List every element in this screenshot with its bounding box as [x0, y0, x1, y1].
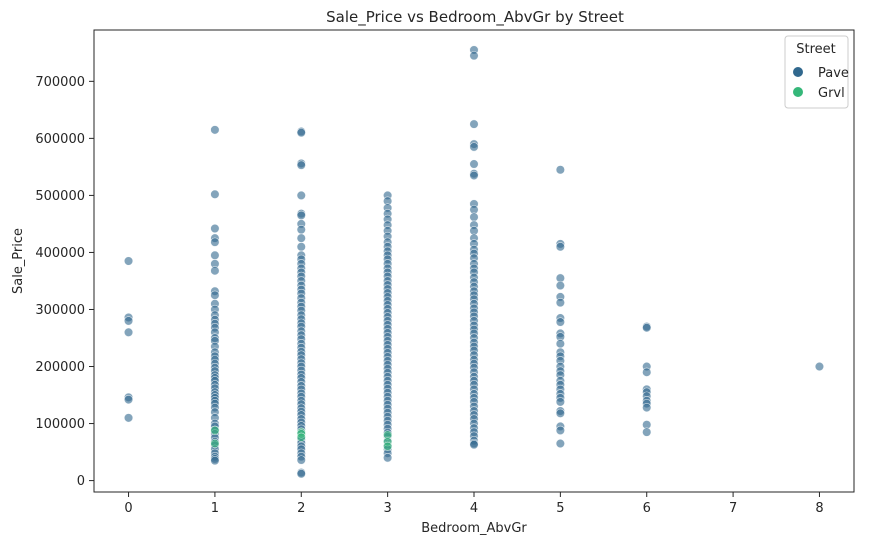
- y-tick-label: 600000: [35, 132, 85, 147]
- data-point-pave: [123, 413, 134, 423]
- data-point-pave: [469, 170, 479, 181]
- data-point-pave: [210, 125, 220, 135]
- data-point-pave: [123, 256, 134, 266]
- data-point-pave: [210, 456, 220, 466]
- data-point-pave: [642, 323, 652, 333]
- data-point-pave: [296, 128, 306, 138]
- x-tick-label: 5: [556, 501, 564, 516]
- data-point-pave: [210, 250, 220, 260]
- data-point-grvl: [383, 441, 393, 451]
- data-point-pave: [555, 397, 565, 407]
- y-axis-label: Sale_Price: [11, 228, 26, 294]
- data-point-pave: [123, 316, 134, 326]
- data-point-pave: [555, 339, 565, 349]
- data-point-pave: [123, 327, 134, 337]
- data-point-pave: [814, 361, 825, 372]
- x-axis-label: Bedroom_AbvGr: [421, 521, 527, 536]
- data-point-pave: [469, 159, 479, 169]
- legend: Street Pave Grvl: [784, 35, 849, 109]
- data-point-grvl: [210, 438, 220, 449]
- legend-marker-pave: [793, 67, 803, 77]
- y-tick-label: 300000: [35, 303, 85, 318]
- data-point-pave: [210, 290, 220, 300]
- chart-title: Sale_Price vs Bedroom_AbvGr by Street: [326, 8, 624, 27]
- data-point-pave: [296, 160, 306, 170]
- data-point-pave: [642, 427, 652, 437]
- legend-title: Street: [796, 42, 836, 57]
- y-axis: 0 100000 200000 300000 400000 500000 600000 700…: [35, 75, 94, 489]
- data-point-pave: [642, 402, 652, 413]
- data-point-grvl: [210, 425, 220, 436]
- x-tick-label: 8: [815, 501, 823, 516]
- data-point-pave: [296, 225, 306, 235]
- data-point-pave: [210, 189, 220, 199]
- data-point-pave: [555, 425, 565, 436]
- data-point-pave: [210, 223, 220, 234]
- data-point-pave: [383, 453, 393, 463]
- x-axis: 0 1 2 3 4 5 6 7 8: [124, 492, 824, 516]
- data-point-pave: [296, 233, 306, 243]
- y-tick-label: 200000: [35, 360, 85, 375]
- x-tick-label: 0: [124, 501, 132, 516]
- legend-label-grvl: Grvl: [818, 86, 845, 101]
- data-point-pave: [123, 395, 134, 405]
- data-point-pave: [469, 142, 479, 152]
- data-point-pave: [555, 408, 565, 418]
- data-point-grvl: [296, 432, 306, 442]
- x-tick-label: 2: [297, 501, 305, 516]
- data-point-pave: [210, 237, 220, 247]
- data-point-pave: [469, 119, 479, 129]
- data-point-pave: [469, 212, 479, 222]
- data-point-pave: [555, 242, 565, 252]
- x-tick-label: 6: [643, 501, 651, 516]
- x-tick-label: 3: [383, 501, 391, 516]
- x-tick-label: 4: [470, 501, 478, 516]
- data-point-pave: [642, 367, 652, 377]
- y-tick-label: 100000: [35, 417, 85, 432]
- data-point-pave: [296, 469, 306, 479]
- x-tick-label: 7: [729, 501, 737, 516]
- points-layer: [123, 45, 825, 479]
- y-tick-label: 700000: [35, 75, 85, 90]
- legend-marker-grvl: [793, 87, 803, 97]
- data-point-pave: [296, 190, 306, 201]
- data-point-pave: [469, 440, 479, 450]
- x-tick-label: 1: [211, 501, 219, 516]
- legend-label-pave: Pave: [818, 66, 849, 81]
- data-point-pave: [555, 438, 565, 449]
- y-tick-label: 500000: [35, 189, 85, 204]
- data-point-pave: [555, 165, 565, 175]
- data-point-pave: [210, 266, 220, 276]
- data-point-pave: [469, 51, 479, 61]
- data-point-pave: [296, 210, 306, 220]
- data-point-pave: [555, 280, 565, 291]
- data-point-pave: [555, 317, 565, 327]
- y-tick-label: 0: [77, 474, 85, 489]
- data-point-pave: [296, 242, 306, 252]
- data-point-pave: [296, 455, 306, 465]
- data-point-pave: [555, 298, 565, 308]
- y-tick-label: 400000: [35, 246, 85, 261]
